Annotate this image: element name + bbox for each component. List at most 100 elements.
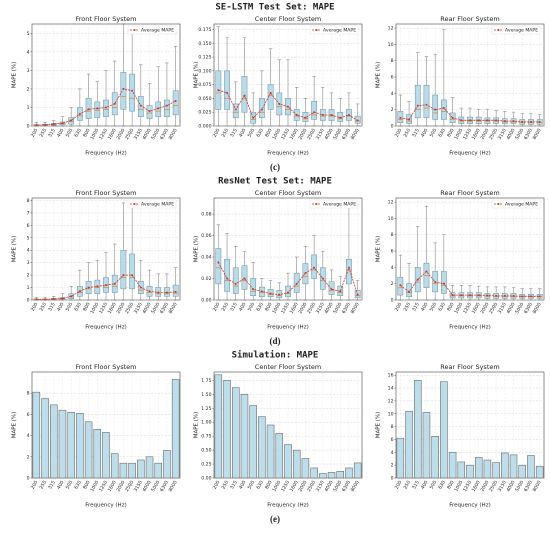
x-tick-label: 8000	[168, 480, 179, 493]
x-tick-label: 5000	[514, 128, 525, 141]
x-tick-label: 8000	[350, 302, 361, 315]
average-marker	[477, 119, 480, 122]
panel-title: Front Floor System	[76, 15, 137, 23]
average-marker	[538, 295, 541, 298]
y-tick-label: 0.025	[198, 110, 211, 116]
x-tick-label: 3150	[133, 128, 144, 141]
bar	[137, 459, 145, 479]
average-marker	[460, 119, 463, 122]
panel-title: Rear Floor System	[440, 15, 499, 23]
x-tick-label: 315	[47, 128, 57, 139]
box	[172, 284, 179, 297]
x-tick-label: 3150	[133, 302, 144, 315]
y-tick-label: 12	[388, 398, 394, 404]
y-tick-label: 0.000	[198, 124, 211, 130]
average-marker	[157, 291, 160, 294]
box	[129, 73, 135, 112]
bar	[232, 387, 240, 479]
box	[232, 103, 239, 118]
x-axis-label: Frequency (Hz)	[267, 325, 308, 331]
bar	[163, 450, 171, 479]
average-marker	[87, 108, 90, 111]
y-tick-label: 3	[27, 260, 30, 266]
x-tick-label: 800	[82, 302, 92, 313]
x-tick-label: 3150	[497, 128, 508, 141]
x-axis-label: Frequency (Hz)	[267, 503, 308, 509]
x-tick-label: 5000	[150, 128, 161, 141]
bar	[422, 412, 431, 479]
bar	[353, 462, 362, 479]
y-tick-label: 0.75	[201, 434, 211, 440]
legend-label: Average MAPE	[323, 28, 356, 34]
average-marker	[44, 123, 47, 126]
average-marker	[287, 291, 289, 294]
x-tick-label: 1250	[98, 128, 109, 141]
y-tick-label: 4	[27, 433, 30, 439]
y-tick-label: 10	[388, 411, 394, 417]
y-axis-label: MAPE (%)	[376, 62, 382, 89]
y-tick-label: 4	[27, 49, 30, 55]
legend-label: Average MAPE	[323, 202, 356, 208]
bar	[145, 456, 154, 479]
y-tick-label: 5	[27, 31, 30, 37]
y-tick-label: 2	[27, 273, 30, 279]
average-marker	[416, 104, 419, 107]
average-marker	[148, 290, 151, 293]
average-marker	[234, 108, 237, 111]
y-tick-label: 2	[391, 107, 394, 113]
row-title: Simulation: MAPE	[232, 350, 319, 361]
x-tick-label: 400	[420, 128, 430, 139]
panel-title: Rear Floor System	[440, 363, 499, 371]
y-tick-label: 0.02	[201, 276, 211, 282]
average-marker	[512, 294, 515, 297]
x-tick-label: 630	[73, 128, 83, 139]
x-tick-label: 5000	[332, 128, 343, 141]
x-tick-label: 4000	[142, 302, 153, 315]
box	[293, 272, 300, 293]
bar	[84, 421, 93, 479]
x-tick-label: 400	[56, 480, 66, 491]
row-title: ResNet Test Set: MAPE	[218, 177, 332, 187]
average-marker	[529, 120, 532, 123]
y-tick-label: 0	[391, 124, 394, 130]
x-tick-label: 4000	[324, 480, 335, 493]
x-axis-label: Frequency (Hz)	[449, 151, 490, 157]
x-tick-label: 5000	[514, 302, 525, 315]
x-tick-label: 5000	[150, 302, 161, 315]
box	[164, 99, 170, 117]
x-tick-label: 400	[420, 480, 430, 491]
y-tick-label: 6	[391, 75, 394, 81]
x-tick-label: 630	[255, 128, 265, 139]
caption: (e)	[270, 514, 280, 524]
y-tick-label: 0.08	[201, 212, 211, 218]
x-tick-label: 200	[212, 302, 222, 313]
average-marker	[521, 120, 524, 123]
average-marker	[52, 123, 55, 126]
x-tick-label: 250	[39, 302, 49, 313]
x-tick-label: 2000	[297, 480, 308, 493]
x-tick-label: 1600	[289, 480, 300, 493]
x-axis-label: Frequency (Hz)	[267, 151, 308, 157]
x-tick-label: 1000	[453, 128, 464, 141]
y-tick-label: 2	[27, 454, 30, 460]
bar	[518, 464, 526, 479]
bar	[275, 433, 284, 479]
box	[250, 278, 257, 296]
y-tick-label: 0.25	[201, 462, 211, 468]
y-tick-label: 10	[388, 216, 394, 222]
bar	[102, 432, 110, 479]
x-tick-label: 3150	[315, 128, 326, 141]
x-tick-label: 630	[73, 480, 83, 491]
box	[346, 258, 352, 285]
x-tick-label: 250	[221, 302, 231, 313]
panel-title: Front Floor System	[76, 363, 137, 371]
average-marker	[451, 116, 454, 119]
x-tick-label: 2000	[479, 302, 490, 315]
x-tick-label: 630	[437, 480, 447, 491]
x-tick-label: 1250	[462, 302, 473, 315]
x-tick-label: 1250	[98, 302, 109, 315]
average-marker	[139, 104, 142, 107]
y-tick-label: 5	[27, 235, 30, 241]
x-tick-label: 3150	[315, 480, 326, 493]
